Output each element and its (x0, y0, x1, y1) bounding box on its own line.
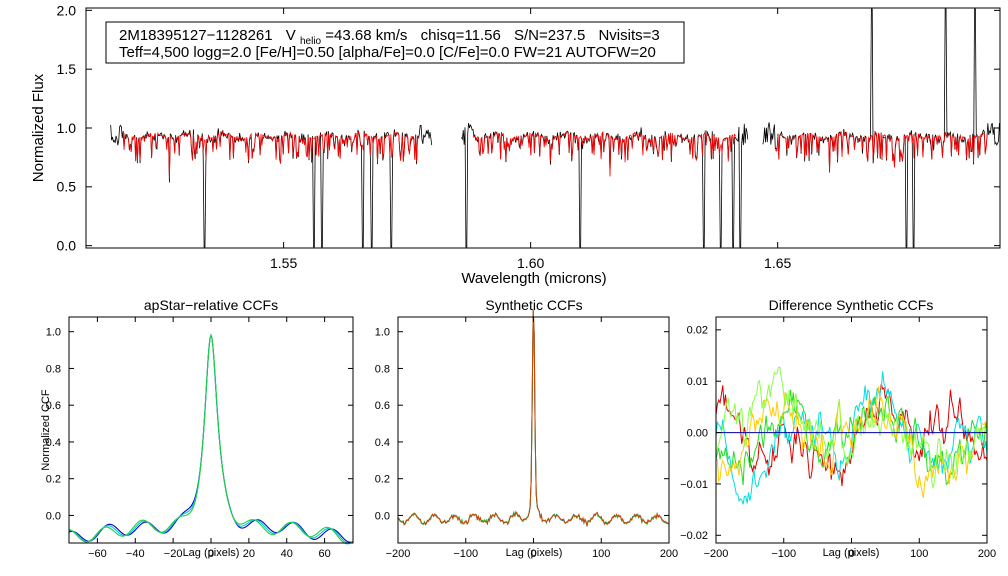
y-tick-label: 0.0 (375, 510, 390, 522)
difference-ccf-series-4 (715, 386, 988, 498)
x-tick-label: 200 (660, 548, 678, 560)
model-spectrum-chip-3 (774, 131, 988, 173)
y-tick-label: 1.5 (57, 61, 77, 77)
y-tick-label: 0.5 (57, 179, 77, 195)
x-tick-label: 40 (281, 548, 293, 560)
x-tick-label: 20 (243, 548, 255, 560)
y-tick-label: 2.0 (57, 2, 77, 18)
x-tick-label: 100 (910, 548, 928, 560)
y-tick-label: 1.0 (57, 120, 77, 136)
synthetic-ccf-ticks: −200 −100 0 100 200 0.0 0.2 0.4 0.6 0.8 1.0 (375, 317, 678, 560)
x-tick-label: 0 (848, 548, 854, 560)
apstar-ccf-series-3 (68, 333, 354, 545)
annotation-sn: S/N=237.5 (514, 27, 585, 44)
annotation-line1: 2M18395127−1128261 V helio =43.68 km/s c… (119, 27, 660, 48)
y-tick-label: 0.2 (46, 474, 61, 486)
x-tick-label: 1.55 (270, 255, 297, 271)
x-tick-label: −200 (704, 548, 729, 560)
y-tick-label: 0.6 (375, 400, 390, 412)
apstar-ccf-panel: apStar−relative CCFs −60 −40 −20 0 20 40 60 0.0… (40, 297, 354, 560)
apstar-ccf-series-1 (68, 333, 354, 543)
difference-ccf-series-2 (715, 371, 988, 505)
synthetic-ccf-xlabel: Lag (pixels) (506, 547, 563, 559)
y-tick-label: 0.4 (46, 437, 61, 449)
annotation-vhelio-sub: helio (300, 36, 322, 47)
apstar-ccf-ticks: −60 −40 −20 0 20 40 60 0.0 0.2 0.4 0.6 0.8 1.0 (46, 317, 353, 560)
difference-ccf-series-1 (715, 383, 988, 487)
spectrum-lines (110, 8, 1000, 248)
y-tick-label: 0.0 (57, 238, 77, 254)
apstar-ccf-frame (68, 316, 354, 544)
x-tick-label: 0 (208, 548, 214, 560)
spectrum-ylabel: Normalized Flux (30, 73, 47, 182)
x-tick-label: −40 (126, 548, 145, 560)
y-tick-label: 0.8 (375, 363, 390, 375)
y-tick-label: 0.01 (687, 376, 708, 388)
spectrum-xlabel: Wavelength (microns) (461, 270, 606, 287)
annotation-box (105, 21, 685, 64)
difference-ccf-xlabel: Lag (pixels) (823, 547, 880, 559)
apstar-ccf-ylabel: Normalized CCF (40, 389, 52, 471)
annotation-star: 2M18395127−1128261 (119, 27, 273, 44)
y-tick-label: 1.0 (375, 327, 390, 339)
y-tick-label: 0.00 (687, 427, 708, 439)
synthetic-ccf-lines (397, 309, 669, 528)
y-tick-label: −0.01 (680, 479, 708, 491)
synthetic-ccf-frame (397, 316, 670, 544)
model-spectrum-chip-1 (122, 130, 420, 179)
y-tick-label: −0.02 (680, 530, 708, 542)
x-tick-label: −60 (88, 548, 107, 560)
x-tick-label: 1.60 (517, 255, 544, 271)
x-tick-label: 200 (978, 548, 996, 560)
model-spectrum-chip-2 (473, 130, 736, 177)
x-tick-label: 60 (318, 548, 330, 560)
difference-ccf-lines (715, 366, 988, 505)
spectrum-panel: 1.55 1.60 1.65 0.0 0.5 1.0 1.5 2.0 2M18395127−1… (30, 2, 1001, 287)
y-tick-label: 0.6 (46, 400, 61, 412)
difference-ccf-ticks: −200 −100 0 100 200 −0.02 −0.01 0.00 0.01 0.02 (680, 317, 996, 560)
spectrum-ticks: 1.55 1.60 1.65 0.0 0.5 1.0 1.5 2.0 (57, 2, 1000, 271)
y-tick-label: 0.8 (46, 363, 61, 375)
y-tick-label: 0.2 (375, 474, 390, 486)
apstar-ccf-xlabel: Lag (pixels) (183, 547, 240, 559)
y-tick-label: 0.02 (687, 325, 708, 337)
y-tick-label: 0.4 (375, 437, 390, 449)
annotation-nvisits: Nvisits=3 (598, 27, 659, 44)
observed-spectrum-chip-3 (762, 8, 1000, 248)
annotation-vhelio-label: V (286, 27, 296, 44)
annotation-chisq: chisq=11.56 (421, 27, 501, 44)
x-tick-label: −20 (164, 548, 183, 560)
difference-ccf-title: Difference Synthetic CCFs (769, 297, 934, 313)
x-tick-label: −100 (453, 548, 478, 560)
difference-ccf-series-5 (715, 366, 988, 489)
annotation-vhelio-value: =43.68 km/s (325, 27, 407, 44)
y-tick-label: 0.0 (46, 510, 61, 522)
synthetic-ccf-title: Synthetic CCFs (485, 297, 582, 313)
synthetic-ccf-series-3 (397, 310, 669, 527)
apstar-ccf-title: apStar−relative CCFs (144, 297, 278, 313)
observed-spectrum-chip-1 (110, 124, 433, 248)
annotation-line2: Teff=4,500 logg=2.0 [Fe/H]=0.50 [alpha/F… (119, 44, 656, 61)
difference-ccf-panel: Difference Synthetic CCFs −200 −100 0 100 20… (680, 297, 996, 560)
x-tick-label: 100 (592, 548, 610, 560)
apstar-ccf-series-2 (68, 333, 354, 544)
x-tick-label: −100 (771, 548, 796, 560)
difference-ccf-series-3 (715, 389, 988, 486)
apstar-ccf-lines (68, 333, 354, 545)
x-tick-label: −200 (386, 548, 411, 560)
x-tick-label: 1.65 (764, 255, 791, 271)
y-tick-label: 1.0 (46, 327, 61, 339)
x-tick-label: 0 (530, 548, 536, 560)
synthetic-ccf-panel: Synthetic CCFs −200 −100 0 100 200 0.0 0.2 0.4 0… (375, 297, 678, 560)
